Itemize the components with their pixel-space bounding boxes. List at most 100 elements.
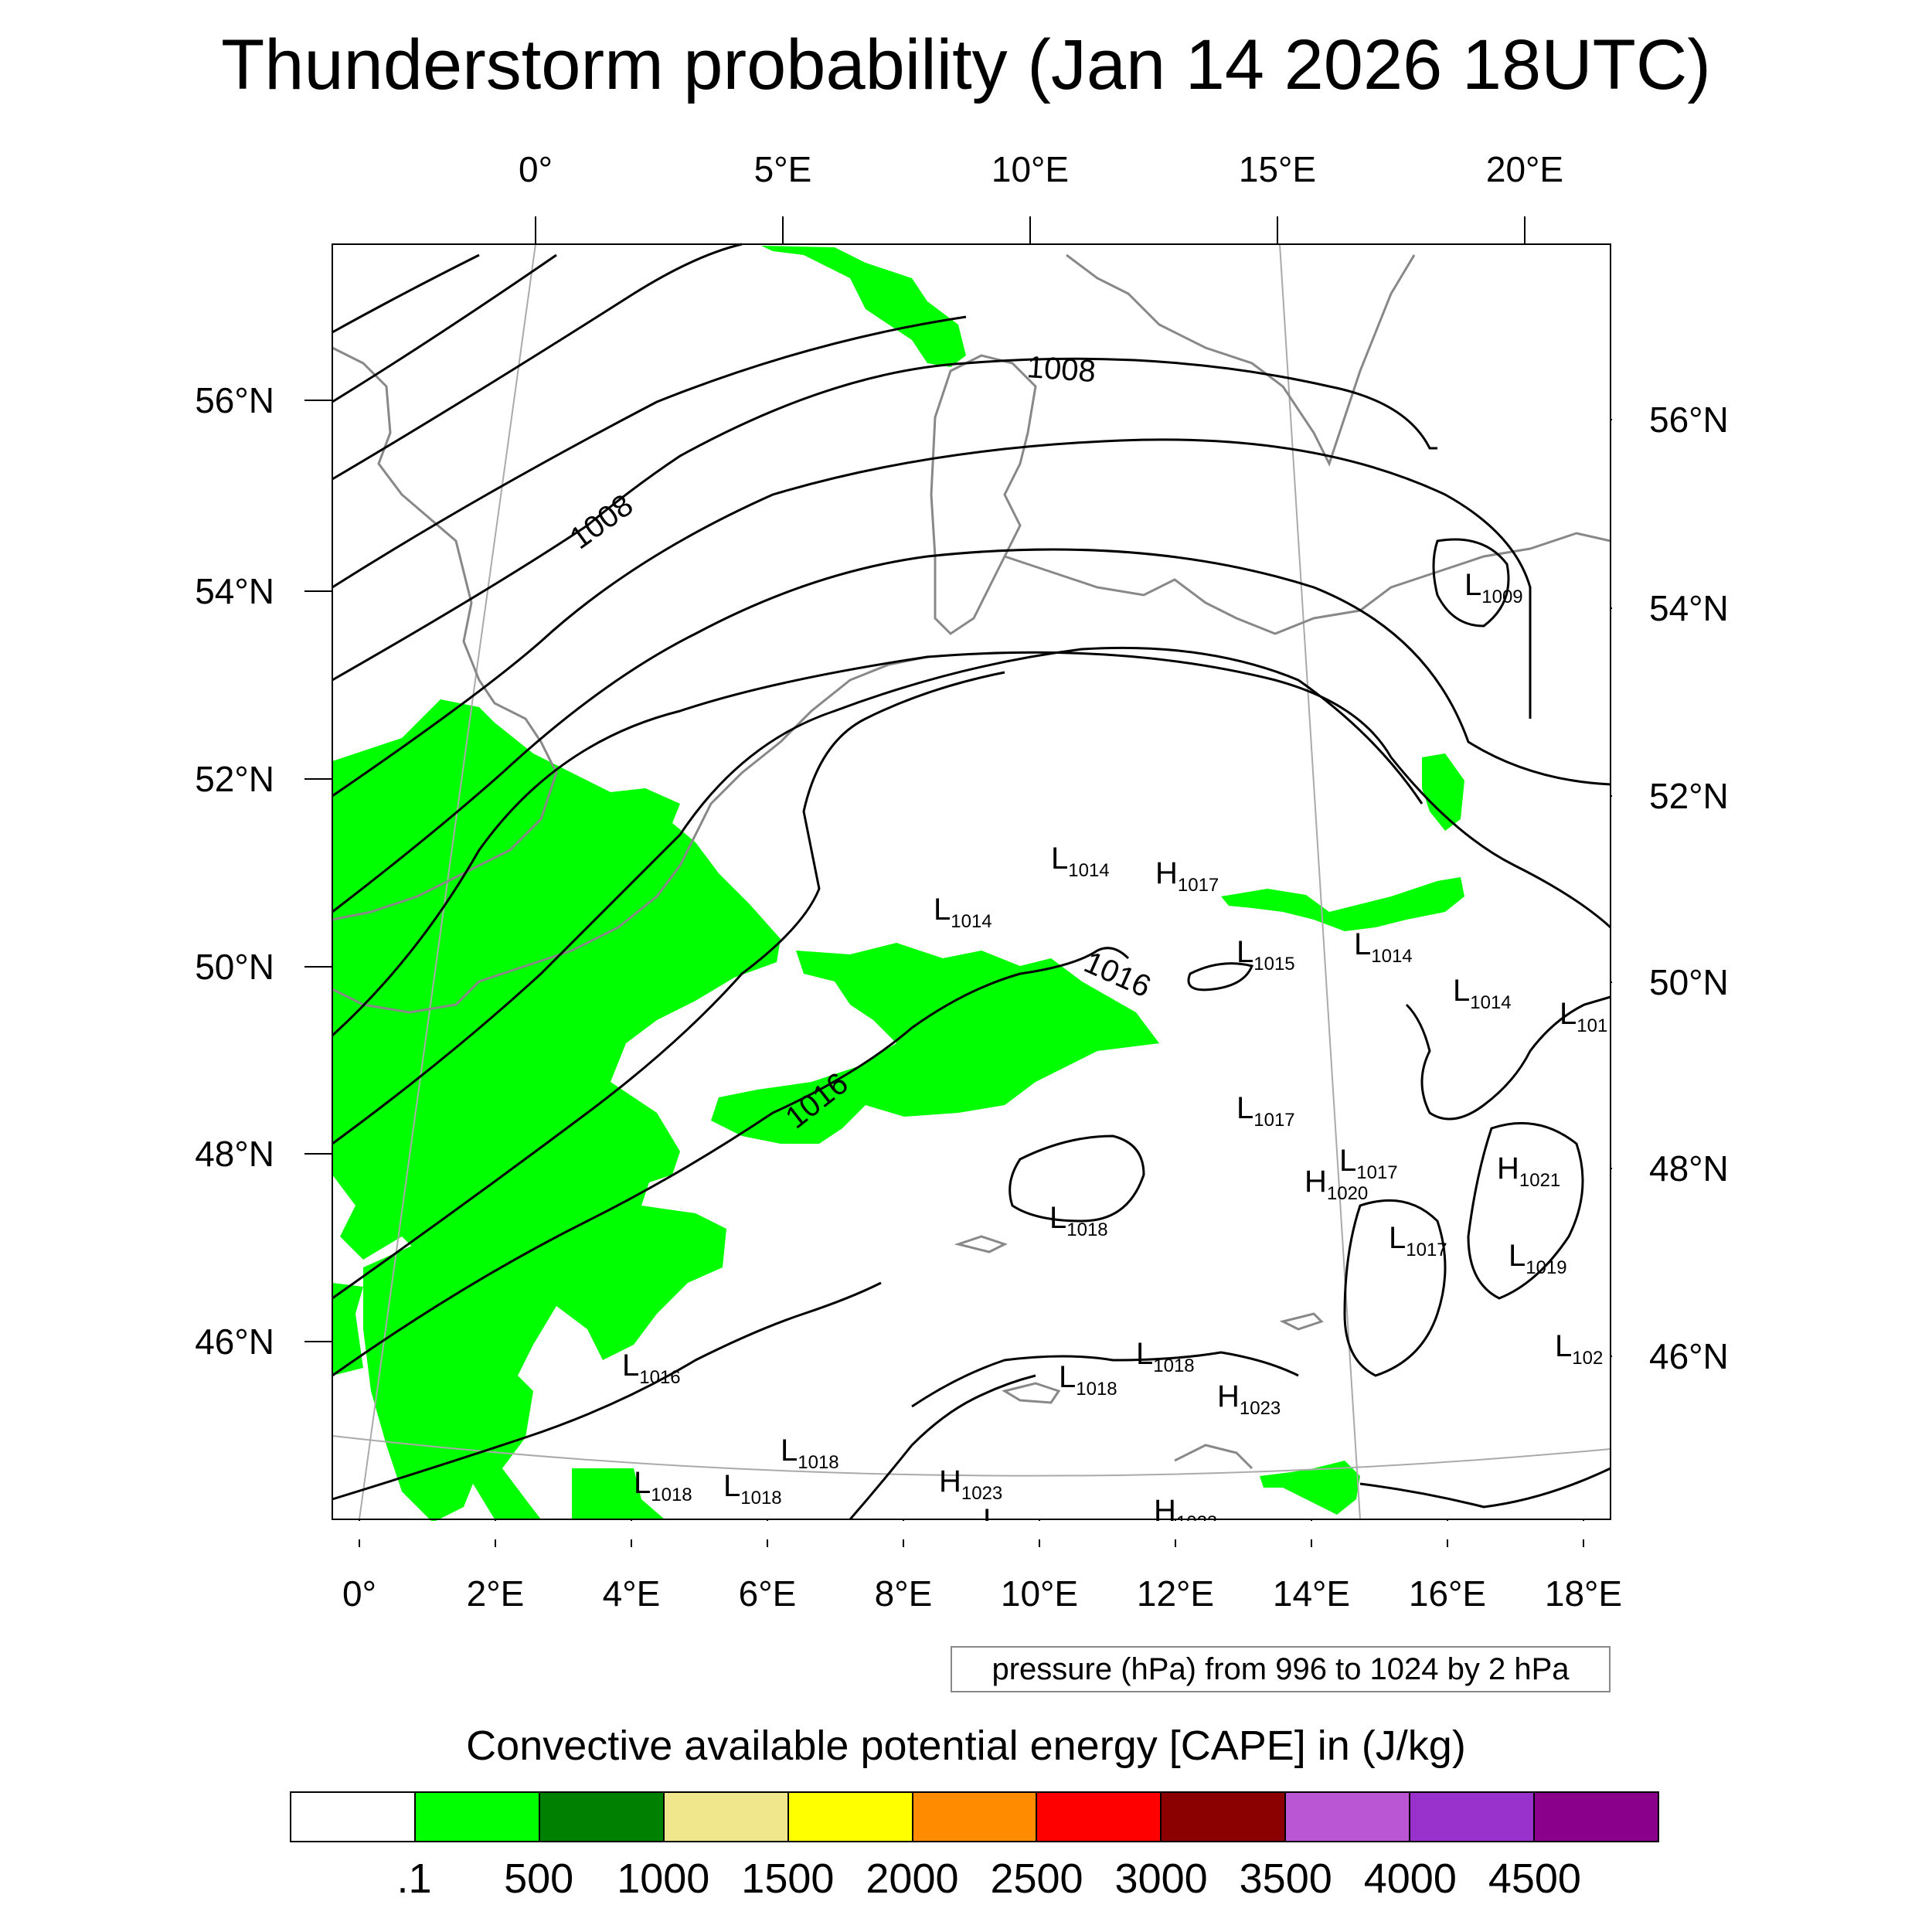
pressure-center: L1014 (934, 893, 992, 932)
right-tick-label: 48°N (1649, 1148, 1729, 1189)
pressure-center: L1014 (1354, 927, 1413, 967)
pressure-center: H1020 (1304, 1165, 1368, 1204)
bottom-tick-label: 18°E (1545, 1573, 1622, 1614)
italy-coast (1174, 1444, 1253, 1470)
right-tick-label: 50°N (1649, 962, 1729, 1002)
colorbar-swatch (1535, 1793, 1658, 1841)
pressure-center: L1014 (1453, 974, 1512, 1013)
germany-baltic-coast (1004, 555, 1361, 635)
colorbar-title: Convective available potential energy [C… (466, 1723, 1466, 1769)
pressure-center: H1021 (1497, 1151, 1560, 1191)
colorbar-swatch (415, 1793, 540, 1841)
pressure-center: L1015 (1236, 935, 1295, 975)
alpine-lakes (1002, 1382, 1061, 1404)
isobar-1000-a (332, 253, 480, 334)
meridian-15e (1279, 243, 1361, 1520)
isobar-1018-south (332, 1281, 882, 1501)
bottom-tick-label: 6°E (739, 1573, 797, 1614)
right-tick-label: 46°N (1649, 1336, 1729, 1376)
pressure-center: L1018 (1049, 1201, 1108, 1240)
pressure-center: L101 (1560, 997, 1607, 1036)
cape-fill-regions (332, 246, 1464, 1522)
top-tick-label: 5°E (754, 149, 812, 189)
colorbar-label: 2500 (990, 1855, 1083, 1902)
frame-bottom-mask (332, 1521, 1611, 1539)
pressure-center: L1018 (634, 1466, 692, 1505)
right-tick-label: 54°N (1649, 588, 1729, 628)
benelux-coast (679, 655, 928, 866)
isobar-far-east (1467, 1121, 1584, 1300)
map-title: Thunderstorm probability (Jan 14 2026 18… (221, 26, 1711, 104)
left-tick-label: 54°N (195, 571, 274, 611)
colorbar-label: 1000 (617, 1855, 710, 1902)
bottom-tick-label: 10°E (1001, 1573, 1078, 1614)
pressure-center: L1019 (1509, 1239, 1567, 1278)
isobar-1015-closed (1187, 962, 1254, 992)
top-tick-label: 0° (519, 149, 553, 189)
top-tick-label: 10°E (992, 149, 1069, 189)
colorbar-label: 3000 (1114, 1855, 1208, 1902)
colorbar-swatch (539, 1793, 665, 1841)
left-tick-label: 56°N (195, 380, 274, 420)
isobar-1006 (332, 315, 967, 589)
cape-region-south-tip (572, 1468, 665, 1519)
pressure-center: H1023 (939, 1464, 1002, 1504)
pressure-centers: L1009 L1014 H1017 L1014 L1015 L1014 L101… (622, 568, 1607, 1543)
colorbar-swatch (1286, 1793, 1411, 1841)
right-axis-labels: 56°N 54°N 52°N 50°N 48°N 46°N (1649, 400, 1729, 1376)
colorbar-labels: .1 500 1000 1500 2000 2500 3000 3500 4000 4500 (0, 1855, 1932, 1909)
isobar-alps-ridge (911, 1351, 1299, 1408)
pressure-center: L1014 (1051, 842, 1110, 881)
isobar-central-closed (1009, 1134, 1145, 1223)
cape-region-south (386, 1337, 541, 1519)
colorbar-swatch (1037, 1793, 1162, 1841)
bottom-tick-label: 4°E (603, 1573, 661, 1614)
pressure-center: L1017 (1339, 1144, 1398, 1183)
coastlines (332, 253, 1611, 1470)
colorbar-label: 500 (504, 1855, 574, 1902)
colorbar-label: 2000 (866, 1855, 959, 1902)
cape-region-austria-small (1260, 1461, 1360, 1515)
lake-balaton (1279, 1312, 1324, 1331)
left-axis-labels: 56°N 54°N 52°N 50°N 48°N 46°N (195, 380, 274, 1362)
baltic-coast-east (1359, 532, 1611, 612)
isobar-1014 (331, 651, 1612, 1037)
top-tick-label: 20°E (1486, 149, 1563, 189)
left-tick-label: 50°N (195, 947, 274, 987)
colorbar-swatch (291, 1793, 416, 1841)
pressure-center: H1023 (1217, 1379, 1281, 1419)
cape-region-north-sea (761, 246, 966, 367)
bottom-tick-label: 16°E (1409, 1573, 1486, 1614)
isobar-1018 (332, 671, 1005, 1300)
pressure-center: H1017 (1155, 856, 1219, 896)
colorbar-label: 1500 (741, 1855, 835, 1902)
top-tick-label: 15°E (1239, 149, 1316, 189)
bottom-axis-labels: 0° 2°E 4°E 6°E 8°E 10°E 12°E 14°E 16°E 1… (342, 1573, 1622, 1614)
isobar-south-east (1359, 1467, 1611, 1509)
colorbar-label: 4500 (1488, 1855, 1581, 1902)
right-tick-label: 56°N (1649, 400, 1729, 440)
contour-label: 1008 (563, 488, 639, 556)
pressure-center: L1018 (781, 1434, 839, 1473)
cape-region-poland (1422, 753, 1464, 831)
isobar-south-alps (849, 1374, 1036, 1520)
isobar-east-low (1343, 1199, 1447, 1377)
isobar-1016-south (332, 947, 1130, 1377)
isobar-1010 (332, 438, 1532, 798)
colorbar-swatch (1162, 1793, 1287, 1841)
colorbar-swatch (788, 1793, 913, 1841)
cape-region-czech (1221, 877, 1464, 931)
isobar-1008 (332, 357, 1437, 682)
contour-label: 1008 (1026, 350, 1097, 389)
pressure-center: L1018 (1136, 1337, 1195, 1376)
bottom-tick-label: 14°E (1273, 1573, 1350, 1614)
pressure-center: L1018 (1059, 1360, 1117, 1400)
colorbar-swatch (1410, 1793, 1536, 1841)
isobar-1012 (332, 548, 1611, 913)
left-tick-label: 48°N (195, 1134, 274, 1174)
isobar-1004 (332, 243, 743, 481)
pressure-center: L1009 (1464, 568, 1523, 607)
isobar-east-wiggle (1405, 995, 1611, 1121)
parallel-45n (332, 1435, 1611, 1477)
